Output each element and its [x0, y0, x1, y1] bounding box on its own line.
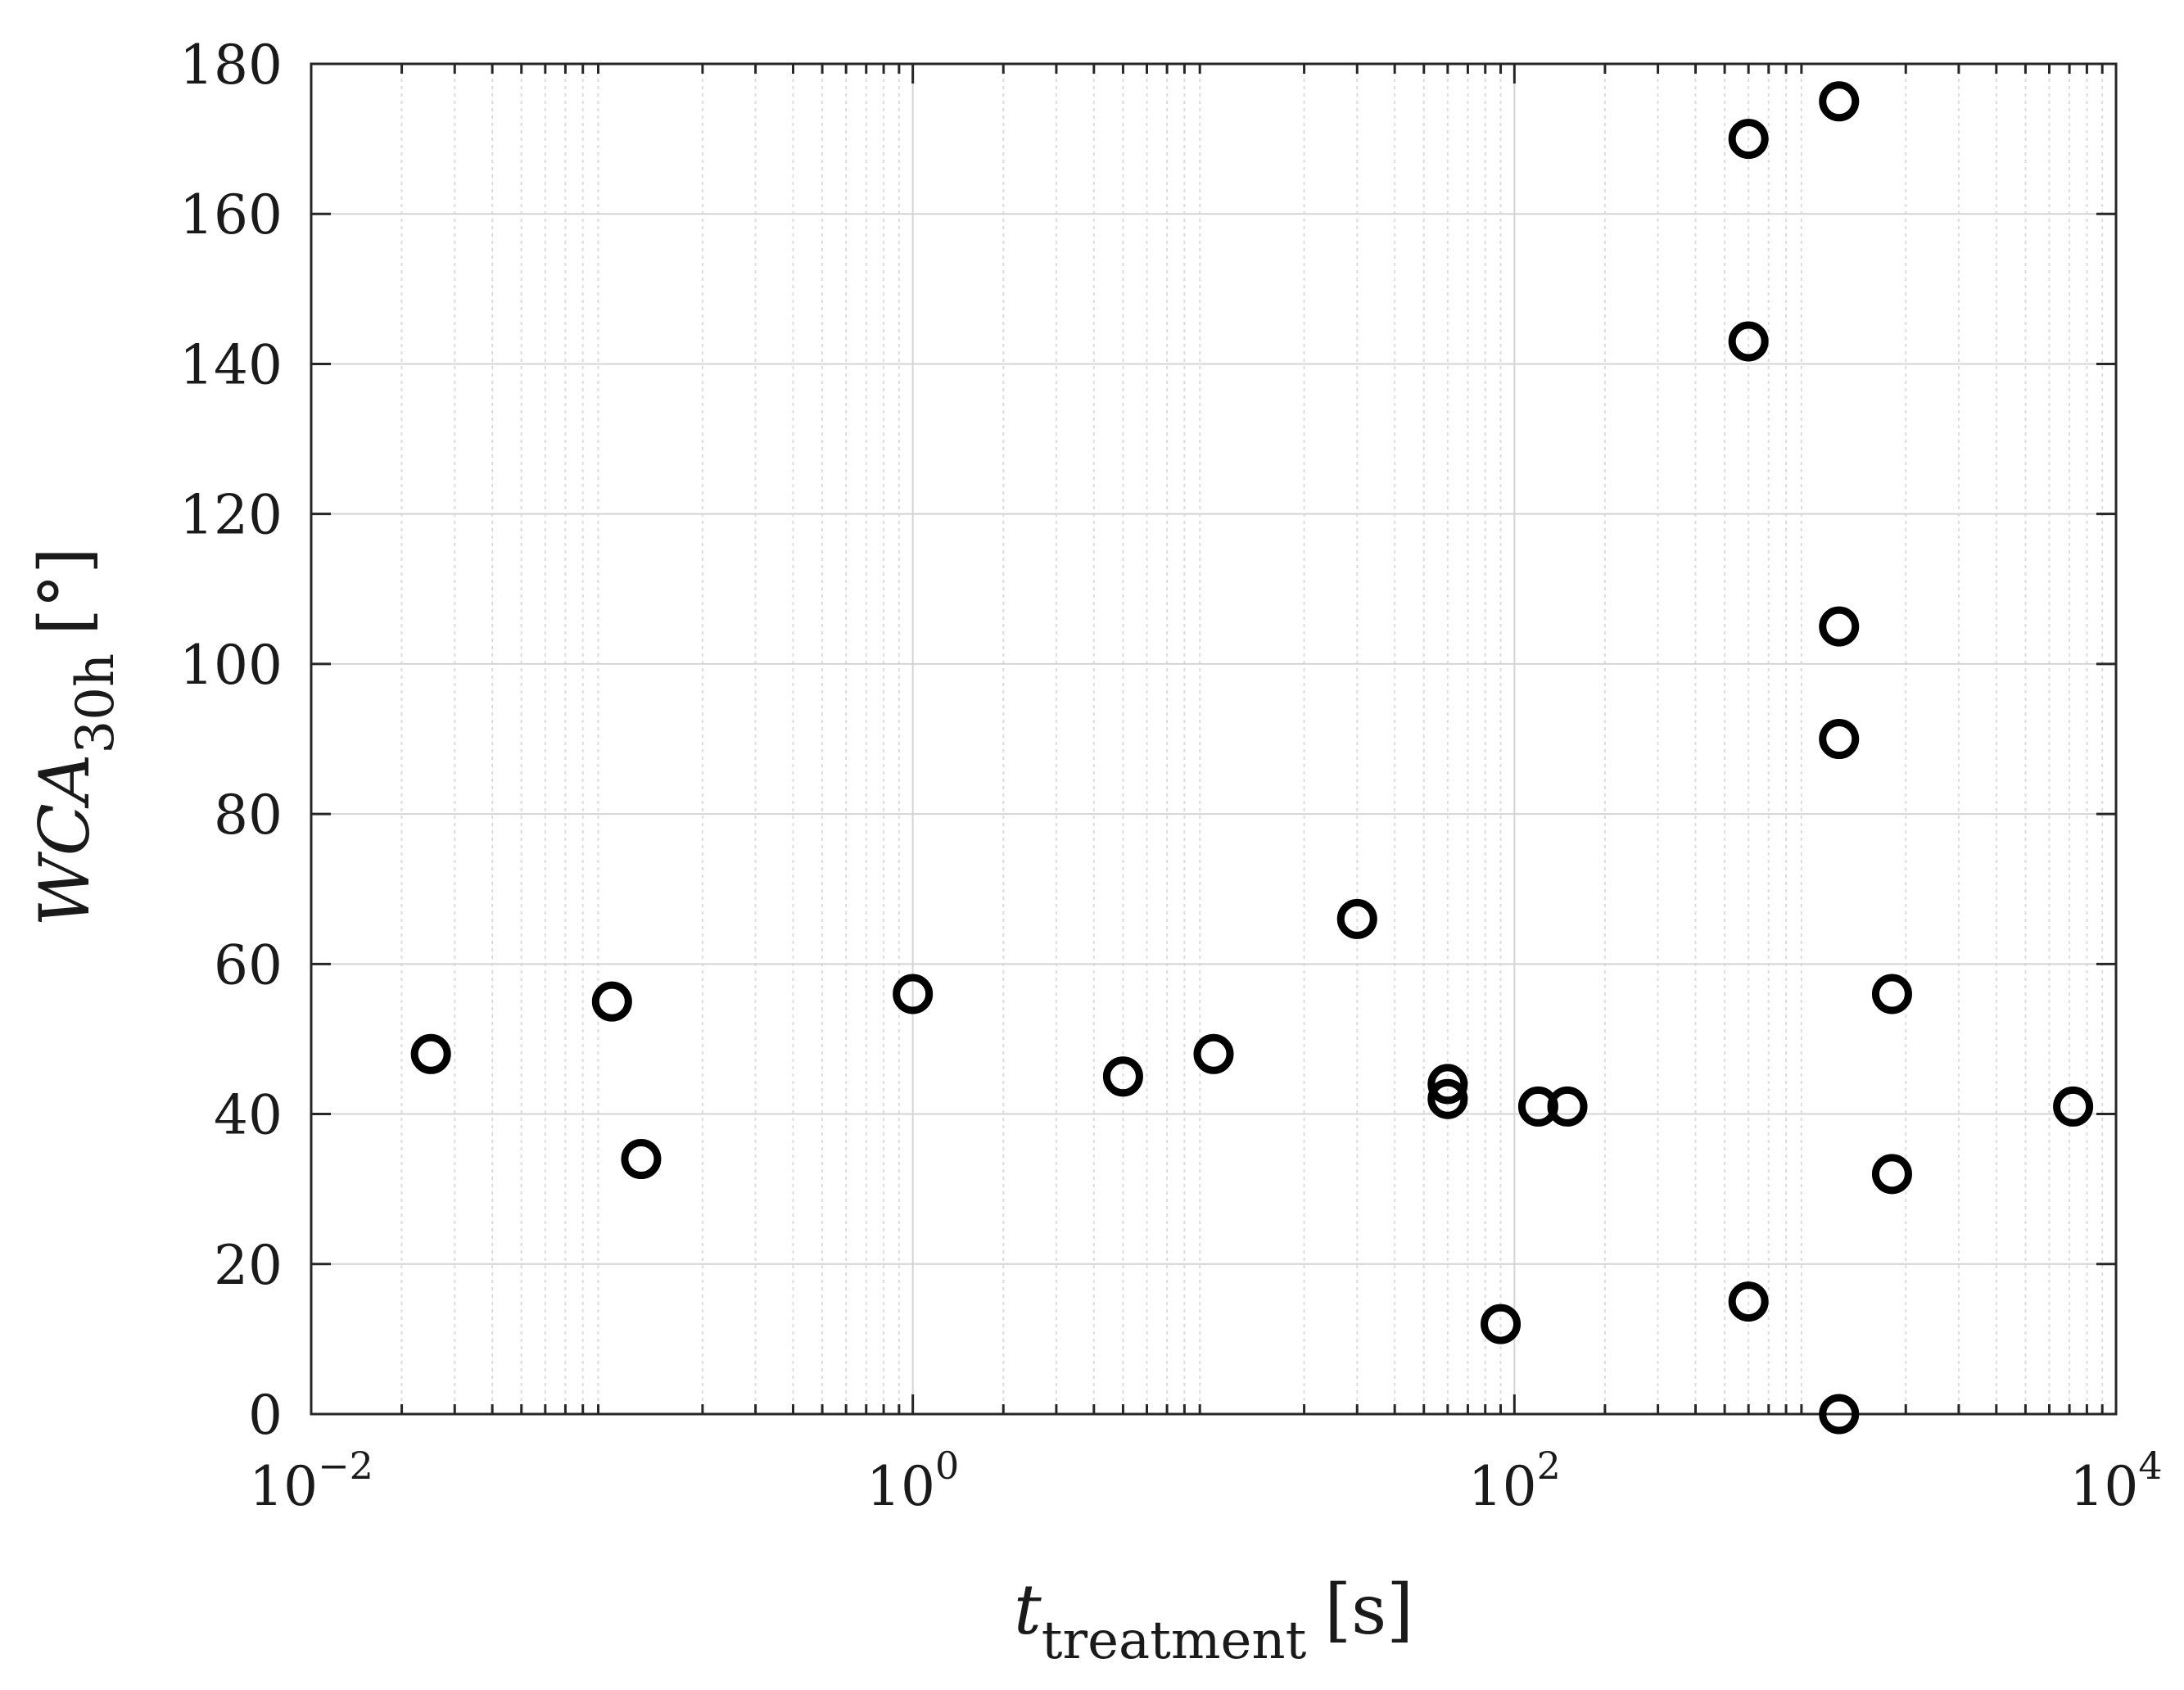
data-point — [621, 1139, 662, 1180]
y-axis-label-main: WCA — [25, 753, 105, 926]
data-point — [591, 981, 632, 1022]
x-tick-label: 100 — [866, 1444, 959, 1518]
data-point — [1481, 1304, 1522, 1344]
data-point — [1728, 1281, 1769, 1322]
x-tick-label-exponent: 4 — [2138, 1444, 2162, 1488]
data-point — [1871, 974, 1912, 1014]
data-point — [410, 1033, 451, 1074]
data-point — [1427, 1064, 1468, 1105]
y-axis-label-sub: 30h — [66, 653, 126, 754]
y-tick-label: 120 — [179, 484, 283, 547]
y-tick-label: 100 — [179, 634, 283, 697]
y-tick-label: 80 — [214, 784, 283, 847]
data-point — [1336, 898, 1377, 939]
y-axis-label: WCA30h [°] — [25, 547, 126, 926]
plot-frame — [310, 62, 2118, 1416]
data-points — [410, 81, 2094, 1435]
data-point — [1102, 1056, 1143, 1097]
data-point — [1819, 1394, 1860, 1435]
data-point — [1547, 1086, 1588, 1127]
x-tick-label-exponent: 0 — [935, 1444, 959, 1488]
y-tick-label: 160 — [179, 183, 283, 246]
x-tick-label: 104 — [2069, 1444, 2162, 1518]
y-tick-label: 60 — [214, 933, 283, 996]
x-tick-label: 102 — [1468, 1444, 1561, 1518]
axis-ticks — [310, 62, 2118, 1416]
x-axis-label-main: t — [1014, 1570, 1042, 1650]
x-tick-label-base: 10 — [2069, 1455, 2138, 1518]
data-point — [1193, 1033, 1234, 1074]
x-axis-label-sub: treatment — [1042, 1611, 1307, 1671]
data-point — [893, 974, 934, 1014]
y-axis-label-unit: [°] — [25, 547, 105, 635]
y-tick-label: 40 — [214, 1084, 283, 1147]
x-tick-label-base: 10 — [249, 1455, 318, 1518]
data-point — [1819, 606, 1860, 647]
grid-lines — [310, 63, 2117, 1415]
y-tick-label: 0 — [248, 1384, 283, 1447]
x-tick-label-exponent: −2 — [318, 1444, 373, 1488]
x-tick-label: 10−2 — [249, 1444, 373, 1518]
data-point — [1728, 119, 1769, 160]
x-tick-label-exponent: 2 — [1537, 1444, 1561, 1488]
data-point — [1871, 1154, 1912, 1195]
y-tick-label: 180 — [179, 34, 283, 97]
x-axis-label: ttreatment [s] — [1014, 1570, 1413, 1671]
data-point — [1819, 719, 1860, 759]
data-point — [2053, 1086, 2094, 1127]
x-tick-label-base: 10 — [866, 1455, 935, 1518]
data-point — [1819, 81, 1860, 122]
x-axis-label-unit: [s] — [1324, 1570, 1413, 1650]
y-tick-label: 140 — [179, 333, 283, 396]
x-tick-label-base: 10 — [1468, 1455, 1537, 1518]
data-point — [1427, 1078, 1468, 1119]
y-tick-label: 20 — [214, 1234, 283, 1297]
data-point — [1728, 321, 1769, 362]
